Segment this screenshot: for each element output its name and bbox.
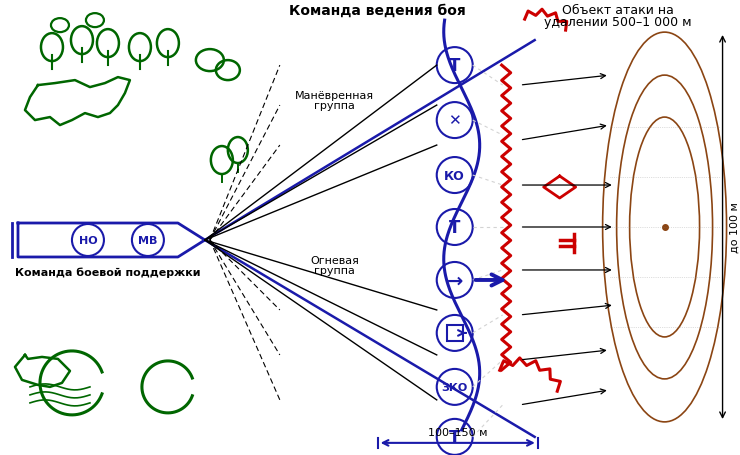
Text: группа: группа (314, 101, 355, 111)
Text: до 100 м: до 100 м (730, 202, 739, 253)
Text: Т: Т (449, 57, 460, 75)
Text: 100–150 м: 100–150 м (428, 427, 488, 437)
Text: Команда боевой поддержки: Команда боевой поддержки (15, 268, 201, 278)
Text: Т: Т (449, 428, 460, 446)
Text: Объект атаки на: Объект атаки на (562, 4, 673, 17)
Text: Огневая: Огневая (310, 255, 359, 265)
Text: НО: НО (78, 236, 97, 245)
Text: КО: КО (444, 169, 465, 182)
Text: группа: группа (314, 265, 355, 275)
Text: МВ: МВ (138, 236, 158, 245)
Text: Манёвренная: Манёвренная (295, 91, 374, 101)
Text: удалении 500–1 000 м: удалении 500–1 000 м (544, 16, 691, 29)
Text: Команда ведения боя: Команда ведения боя (289, 4, 466, 18)
Text: →: → (446, 271, 463, 290)
Text: Т: Т (449, 218, 460, 237)
Text: ЗКО: ЗКО (442, 382, 468, 392)
Text: ✕: ✕ (448, 113, 461, 128)
